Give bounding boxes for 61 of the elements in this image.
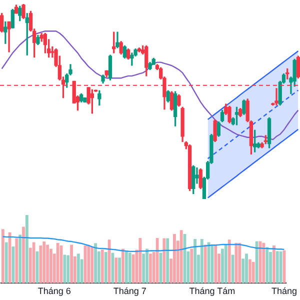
bar [156,238,159,284]
bar [76,254,80,284]
bar [224,244,228,284]
bar [22,226,25,284]
bar [221,248,224,284]
bar [166,238,170,284]
bar [190,248,194,284]
bar [128,252,132,284]
bar [94,243,98,284]
bar [245,254,248,284]
bar [87,245,90,284]
bar [138,238,142,284]
bar [255,241,258,284]
bar [114,258,118,284]
x-tick-label: Tháng 6 [38,286,71,296]
bar [111,252,114,284]
bar [266,247,269,284]
bar [162,238,166,284]
bar [25,215,28,284]
bar [146,248,148,284]
bar [248,259,252,284]
candlestick [130,52,134,66]
bar [63,254,66,284]
x-tick-label: Tháng [271,286,298,296]
bar [148,254,152,284]
bar [238,242,242,284]
bar [279,251,282,284]
bar [49,248,52,284]
bar [180,230,183,284]
bar [210,244,214,284]
bar [18,234,22,284]
bar [262,242,266,284]
bar [32,242,36,284]
bar [4,242,8,284]
bar [124,251,128,284]
bar [15,238,18,284]
bar [70,244,73,284]
bar [66,255,70,284]
bar [100,249,104,284]
bar [122,248,124,284]
bar [39,245,42,284]
x-tick-label: Tháng 7 [113,286,146,296]
bar [90,246,94,284]
candlestick [274,88,278,106]
bar [204,244,207,284]
bar [1,229,4,284]
bar [252,262,255,284]
bar [118,258,122,284]
bar [173,234,176,284]
bar [194,238,197,284]
bar [200,238,204,284]
bar [214,245,218,284]
bar [276,251,279,284]
candlestick [7,21,11,52]
x-tick-label: Tháng Tám [189,286,236,296]
bar [228,240,231,284]
bar [42,242,46,284]
bar [56,242,60,284]
bar [104,252,108,284]
bar [46,244,49,284]
bar [272,245,276,284]
